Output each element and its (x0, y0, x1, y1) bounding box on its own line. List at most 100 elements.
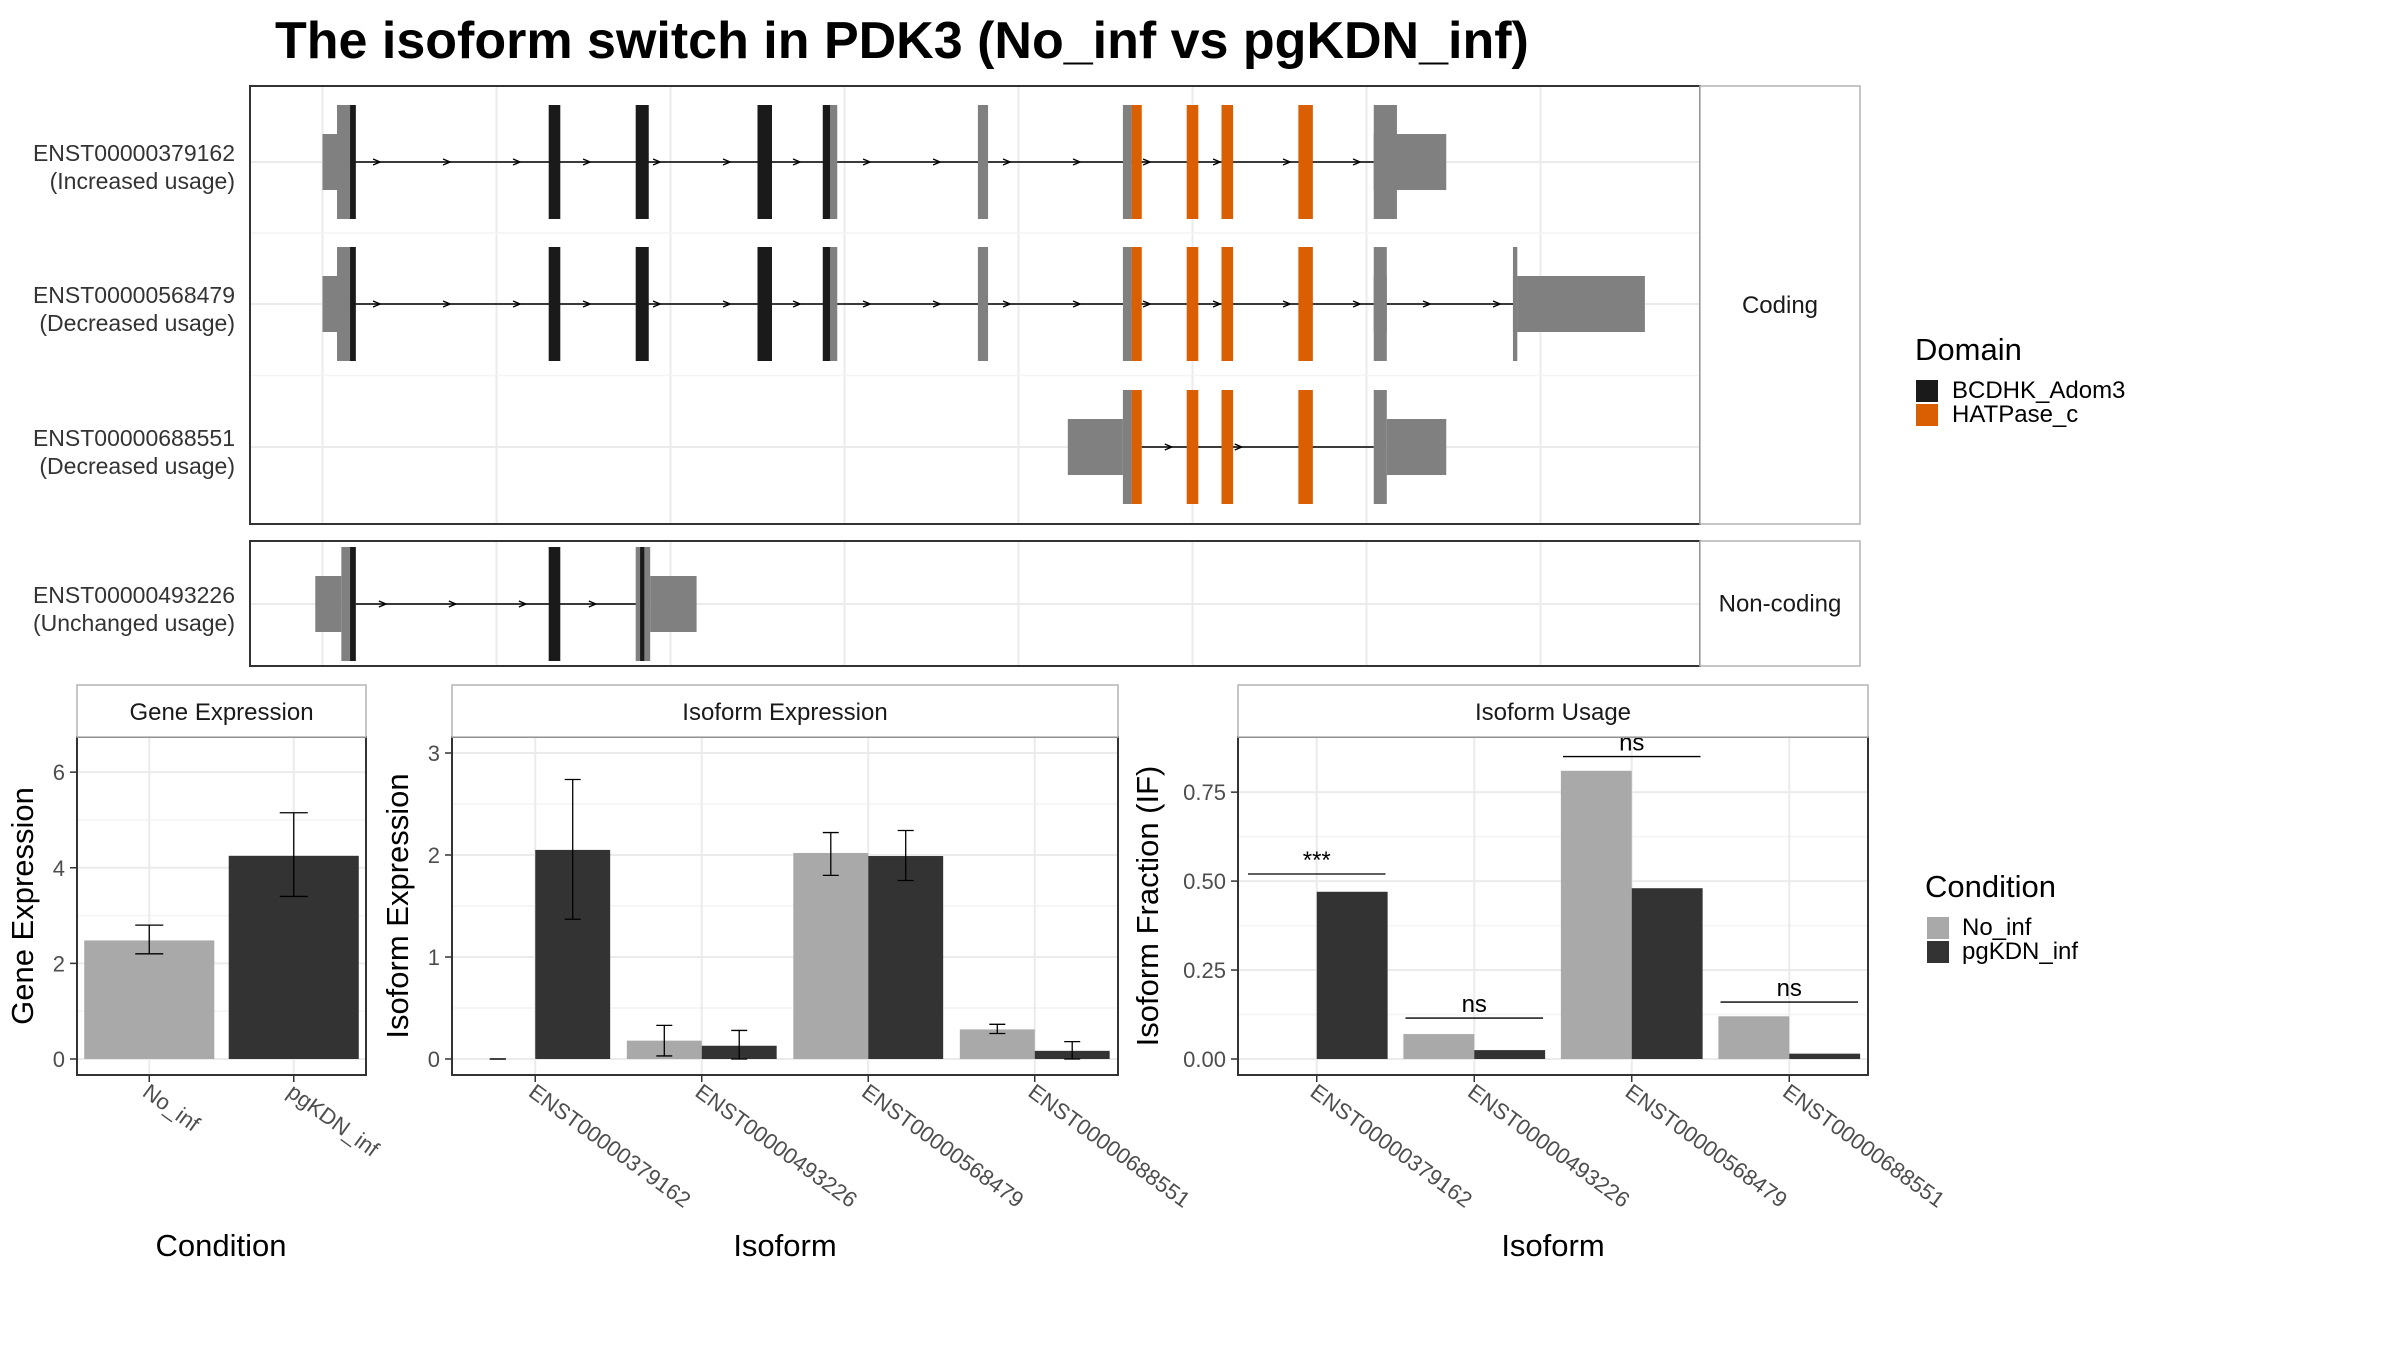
strip-box (1237, 684, 1869, 738)
exon-block-hatpase (1221, 105, 1234, 219)
utr-block (1396, 134, 1447, 190)
bar-enst00000688551-no-inf (1718, 1016, 1790, 1059)
exon-block-grey (635, 547, 641, 661)
intron-arrow (792, 158, 802, 166)
bar-enst00000568479-pgkdn-inf (868, 856, 944, 1059)
domain-legend-title: Domain (1915, 332, 2022, 367)
intron-arrow (378, 600, 388, 608)
domain-legend: Domain BCDHK_Adom3 HATPase_c (1915, 332, 2125, 428)
bar-enst00000688551-no-inf (959, 1029, 1035, 1059)
legend-key-pgkdn-inf (1927, 941, 1949, 963)
isoform-label-enst00000379162: ENST00000379162 (33, 140, 235, 166)
intron-arrow (1422, 300, 1432, 308)
exon-block-hatpase (1298, 390, 1313, 504)
y-tick-label: 2 (428, 843, 440, 868)
intron-arrow (932, 300, 942, 308)
exon-block-bcdhk (822, 105, 830, 219)
bar-enst00000688551-pgkdn-inf (1789, 1053, 1861, 1059)
intron-arrow (1282, 300, 1292, 308)
exon-block-hatpase (1298, 247, 1313, 361)
exon-block-bcdhk (548, 547, 561, 661)
y-tick-label: 2 (53, 951, 65, 976)
exon-block-bcdhk (548, 105, 561, 219)
bar-chart-gene-expression: Gene Expression 0 2 4 6 No_inf pgKDN_inf Gene E… (5, 684, 384, 1263)
bar-enst00000493226-no-inf (1403, 1034, 1475, 1059)
utr-block (650, 576, 697, 632)
legend-key-hatpase (1916, 404, 1938, 426)
exon-block-bcdhk (548, 247, 561, 361)
exon-block-bcdhk (350, 105, 356, 219)
bar-chart-isoform-expression: Isoform Expression0123ENST00000379162ENS… (380, 684, 1195, 1263)
intron-arrow (1282, 158, 1292, 166)
utr-block (315, 576, 342, 632)
condition-legend: Condition No_inf pgKDN_inf (1925, 869, 2078, 965)
exon-block-grey (337, 247, 351, 361)
significance-label: ns (1462, 991, 1487, 1018)
exon-block-grey (341, 547, 351, 661)
intron-arrow (512, 300, 522, 308)
intron-arrow (722, 158, 732, 166)
intron-arrow (372, 158, 382, 166)
y-axis-title: Isoform Expression (380, 773, 415, 1038)
y-tick-label: 0.75 (1183, 780, 1226, 805)
isoform-usage-label: (Increased usage) (50, 168, 235, 194)
structure-strip (1699, 85, 1861, 525)
strip-label-gene-expression: Gene Expression (129, 699, 313, 726)
exon-block-grey (1122, 105, 1132, 219)
significance-label: ns (1777, 975, 1802, 1002)
exon-block-grey (830, 105, 838, 219)
isoform-usage-label: (Unchanged usage) (33, 610, 235, 636)
intron-arrow (448, 600, 458, 608)
intron-arrow (1234, 443, 1244, 451)
intron-arrow (932, 158, 942, 166)
exon-block-grey (1373, 247, 1387, 361)
y-tick-label: 1 (428, 945, 440, 970)
intron-arrow (1212, 300, 1222, 308)
y-axis-title: Gene Expression (5, 787, 40, 1025)
legend-label-no-inf: No_inf (1962, 914, 2032, 941)
legend-key-bcdhk (1916, 380, 1938, 402)
x-tick-label-enst00000568479: ENST00000568479 (1621, 1079, 1792, 1213)
bar-enst00000493226-pgkdn-inf (1474, 1050, 1546, 1059)
utr-block (322, 134, 337, 190)
intron-arrow (442, 158, 452, 166)
strip-label-non-coding: Non-coding (1719, 591, 1842, 618)
exon-block-grey (830, 247, 838, 361)
intron-arrow (1492, 300, 1502, 308)
strip-label-coding: Coding (1742, 292, 1818, 319)
x-tick-label-enst00000688551: ENST00000688551 (1778, 1079, 1949, 1213)
intron-arrow (1072, 158, 1082, 166)
y-tick-label: 0 (53, 1047, 65, 1072)
isoform-ENST00000568479: ENST00000568479(Decreased usage) (33, 247, 1645, 361)
intron-arrow (442, 300, 452, 308)
legend-key-no-inf (1927, 917, 1949, 939)
exon-block-grey (1512, 247, 1518, 361)
intron-arrow (792, 300, 802, 308)
x-tick-label-enst00000568479: ENST00000568479 (857, 1079, 1028, 1213)
intron-arrow (1072, 300, 1082, 308)
x-tick-label-enst00000379162: ENST00000379162 (524, 1079, 695, 1213)
y-tick-label: 3 (428, 741, 440, 766)
exon-block-hatpase (1221, 390, 1234, 504)
figure-title: The isoform switch in PDK3 (No_inf vs pg… (275, 12, 1529, 70)
isoform-ENST00000493226: ENST00000493226(Unchanged usage) (33, 547, 697, 661)
exon-block-bcdhk (757, 105, 772, 219)
utr-block (322, 276, 337, 332)
structure-strip (1699, 540, 1861, 667)
x-tick-label-pgkdn-inf: pgKDN_inf (283, 1079, 384, 1162)
isoform-usage-label: (Decreased usage) (39, 310, 235, 336)
intron-arrow (588, 600, 598, 608)
legend-label-bcdhk: BCDHK_Adom3 (1952, 377, 2125, 404)
strip-label-isoform-usage: Isoform Usage (1475, 699, 1631, 726)
exon-block-bcdhk (350, 247, 356, 361)
exon-block-grey (1122, 247, 1132, 361)
exon-block-hatpase (1298, 105, 1313, 219)
intron-arrow (1164, 443, 1174, 451)
exon-block-hatpase (1131, 390, 1142, 504)
bar-enst00000379162-pgkdn-inf (1316, 891, 1388, 1059)
intron-arrow (1142, 158, 1152, 166)
intron-arrow (1212, 158, 1222, 166)
strip-label-isoform-expression: Isoform Expression (682, 699, 887, 726)
exon-block-grey (977, 105, 989, 219)
